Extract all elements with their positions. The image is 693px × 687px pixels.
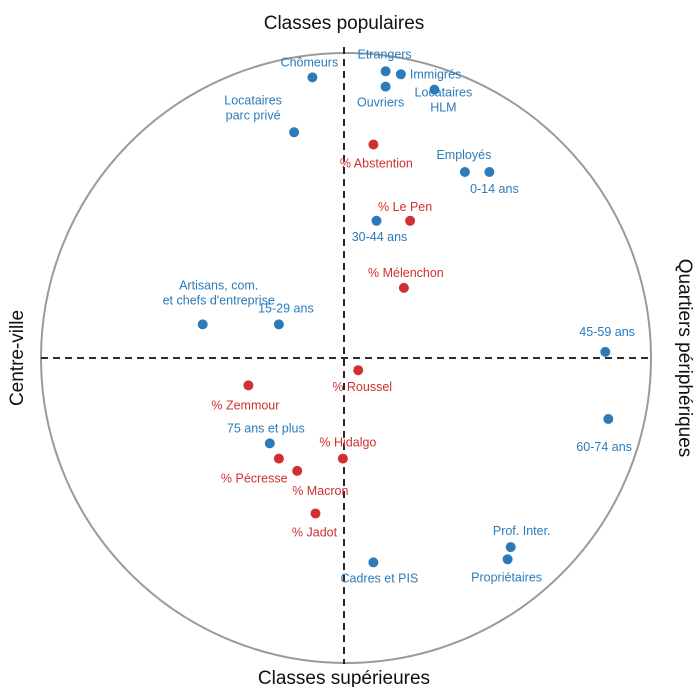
point-label-line: 15-29 ans — [258, 301, 314, 315]
point-cadres-et-pis — [368, 557, 379, 568]
point-label-etrangers: Etrangers — [357, 47, 411, 61]
point-employ-s — [459, 167, 470, 177]
point-immigr-s — [395, 69, 406, 80]
point-prof-inter — [505, 542, 516, 553]
point-propri-taires — [502, 554, 513, 565]
point-label-jadot: % Jadot — [292, 526, 338, 540]
point-label-line: Prof. Inter. — [493, 524, 551, 538]
point-45-59-ans — [600, 346, 611, 357]
point-macron — [292, 465, 303, 476]
point-label-line: % Le Pen — [378, 200, 432, 214]
point-label-line: % Roussel — [332, 380, 392, 394]
point-0-14-ans — [484, 167, 495, 177]
point-label-line: % Hidalgo — [319, 436, 376, 450]
point-label-line: % Abstention — [340, 157, 413, 171]
point-label-cadres-et-pis: Cadres et PIS — [340, 571, 418, 585]
point-label-line: Immigrés — [410, 67, 461, 81]
point-label-30-44-ans: 30-44 ans — [352, 230, 408, 244]
point-locataires-parc-priv — [289, 127, 300, 138]
point-label-line: Locataires — [415, 86, 473, 100]
point-p-cresse — [273, 453, 284, 464]
point-label-line: Cadres et PIS — [340, 571, 418, 585]
point-label-line: Etrangers — [357, 47, 411, 61]
point-label-artisans-com-et-chefs-d-entreprise: Artisans, com. et chefs d'entreprise — [163, 278, 275, 307]
point-artisans-com-et-chefs-d-entreprise — [197, 319, 208, 330]
point-label-line: Propriétaires — [471, 570, 542, 584]
point-label-line: % Zemmour — [211, 398, 279, 412]
point-label-hidalgo: % Hidalgo — [319, 436, 376, 450]
point-75-ans-et-plus — [264, 438, 275, 449]
point-label-line: 0-14 ans — [470, 182, 519, 196]
axis-title-bottom: Classes supérieures — [258, 668, 430, 687]
point-abstention — [368, 139, 379, 150]
point-60-74-ans — [603, 414, 614, 424]
point-jadot — [310, 508, 321, 519]
point-30-44-ans — [371, 215, 382, 226]
point-roussel — [353, 365, 364, 376]
points-layer: Chômeurs Etrangers Immigrés Ouvriers Locatai… — [163, 47, 635, 585]
point-label-line: parc privé — [226, 108, 281, 122]
point-label-45-59-ans: 45-59 ans — [579, 325, 635, 339]
point-label-75-ans-et-plus: 75 ans et plus — [227, 421, 305, 435]
point-label-abstention: % Abstention — [340, 157, 413, 171]
point-label-line: HLM — [430, 101, 456, 115]
axis-title-right: Quartiers périphériques — [674, 259, 693, 458]
point-label-m-lenchon: % Mélenchon — [368, 266, 444, 280]
point-label-line: Employés — [436, 148, 491, 162]
point-label-line: % Mélenchon — [368, 266, 444, 280]
point-label-60-74-ans: 60-74 ans — [576, 440, 632, 454]
point-label-propri-taires: Propriétaires — [471, 570, 542, 584]
point-label-ouvriers: Ouvriers — [357, 96, 404, 110]
point-label-line: % Macron — [292, 484, 348, 498]
point-label-locataires-parc-priv: Locataires parc privé — [224, 93, 282, 122]
point-label-line: % Pécresse — [221, 472, 288, 486]
point-etrangers — [380, 66, 391, 77]
point-label-15-29-ans: 15-29 ans — [258, 301, 314, 315]
point-label-ch-meurs: Chômeurs — [281, 55, 339, 69]
point-label-immigr-s: Immigrés — [410, 67, 461, 81]
point-label-zemmour: % Zemmour — [211, 398, 279, 412]
point-label-roussel: % Roussel — [332, 380, 392, 394]
point-label-employ-s: Employés — [436, 148, 491, 162]
point-hidalgo — [337, 453, 348, 464]
axis-title-left: Centre-ville — [7, 310, 28, 406]
point-label-prof-inter: Prof. Inter. — [493, 524, 551, 538]
point-le-pen — [405, 215, 416, 226]
point-label-line: 60-74 ans — [576, 440, 632, 454]
point-label-line: Artisans, com. — [179, 278, 258, 292]
point-15-29-ans — [273, 319, 284, 330]
point-zemmour — [243, 380, 254, 391]
axis-title-top: Classes populaires — [264, 13, 425, 34]
point-label-line: Ouvriers — [357, 96, 404, 110]
point-ouvriers — [380, 81, 391, 92]
point-locataires-hlm — [429, 84, 440, 95]
point-label-0-14-ans: 0-14 ans — [470, 182, 519, 196]
point-label-line: 75 ans et plus — [227, 421, 305, 435]
point-label-le-pen: % Le Pen — [378, 200, 432, 214]
point-label-line: et chefs d'entreprise — [163, 293, 275, 307]
point-label-line: Locataires — [224, 93, 282, 107]
point-label-p-cresse: % Pécresse — [221, 472, 288, 486]
point-label-locataires-hlm: Locataires HLM — [415, 86, 473, 115]
point-label-macron: % Macron — [292, 484, 348, 498]
point-label-line: 45-59 ans — [579, 325, 635, 339]
point-label-line: Chômeurs — [281, 55, 339, 69]
point-m-lenchon — [398, 282, 409, 293]
point-ch-meurs — [307, 72, 318, 83]
point-label-line: % Jadot — [292, 526, 338, 540]
point-label-line: 30-44 ans — [352, 230, 408, 244]
